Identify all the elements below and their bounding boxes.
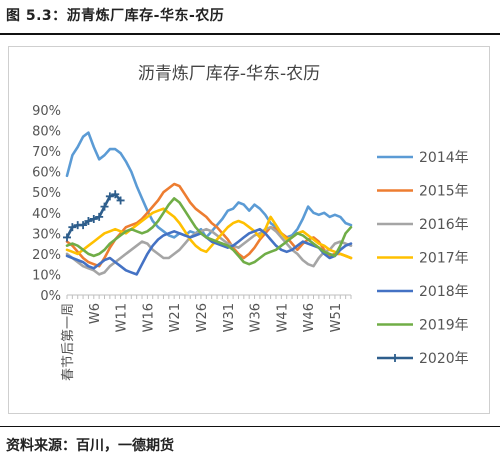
series-point-2020年: [68, 223, 77, 232]
series-point-2020年: [79, 221, 88, 230]
series-point-2020年: [116, 196, 125, 205]
series-line-2014年: [65, 131, 353, 239]
legend-label: 2014年: [419, 150, 469, 166]
x-tick-label: W36: [249, 303, 264, 332]
chart-title: 沥青炼厂库存-华东-农历: [138, 64, 320, 84]
x-tick-label: W11: [115, 303, 130, 332]
series-point-2020年: [105, 192, 114, 201]
y-tick-label: 80%: [32, 125, 61, 140]
x-tick-label: W21: [168, 303, 183, 332]
legend-label: 2015年: [419, 184, 469, 200]
source-rule: [0, 426, 500, 427]
x-tick-label: W41: [275, 303, 290, 332]
series-line-2017年: [65, 207, 353, 260]
series-line-2019年: [65, 197, 353, 266]
chart-frame: 沥青炼厂库存-华东-农历 0% 10% 20% 30% 40% 50% 60% 70% 80% 9…: [8, 46, 490, 414]
x-tick-label: W6: [88, 303, 103, 324]
x-tick-label: W46: [302, 303, 317, 332]
line-chart: 沥青炼厂库存-华东-农历 0% 10% 20% 30% 40% 50% 60% 70% 80% 9…: [32, 64, 469, 381]
source-note: 资料来源：百川，一德期货: [6, 438, 174, 454]
y-tick-label: 0%: [40, 289, 61, 304]
series-point-2020年: [63, 233, 71, 242]
series-point-2020年: [95, 212, 104, 221]
figure-caption: 图 5.3：沥青炼厂库存-华东-农历: [6, 8, 225, 24]
y-tick-label: 50%: [32, 186, 61, 201]
legend-label: 2017年: [419, 251, 469, 267]
y-tick-label: 20%: [32, 248, 61, 263]
series-point-2020年: [100, 202, 109, 211]
legend-label: 2016年: [419, 217, 469, 233]
legend-marker-2020年: [391, 354, 399, 362]
series-point-2020年: [89, 214, 98, 223]
x-tick-label: W26: [195, 303, 210, 332]
x-tick-label: W16: [141, 303, 156, 332]
y-tick-label: 70%: [32, 145, 61, 160]
y-tick-label: 30%: [32, 227, 61, 242]
y-tick-label: 10%: [32, 268, 61, 283]
x-tick-label: W51: [329, 303, 344, 332]
series-layer: [63, 131, 353, 276]
x-tick-label: W31: [222, 303, 237, 332]
legend-label: 2019年: [419, 318, 469, 334]
series-point-2020年: [111, 190, 120, 199]
legend: 2014年 2015年 2016年 2017年 2018年 2019年 2020年: [377, 150, 469, 367]
y-tick-label: 60%: [32, 166, 61, 181]
y-tick-label: 40%: [32, 207, 61, 222]
x-axis-label: 春节后第一周: [61, 303, 76, 381]
y-tick-label: 90%: [32, 104, 61, 119]
legend-label: 2018年: [419, 284, 469, 300]
legend-label: 2020年: [419, 351, 469, 367]
caption-rule: [0, 33, 500, 35]
series-point-2020年: [84, 217, 93, 225]
axes: 0% 10% 20% 30% 40% 50% 60% 70% 80% 90% W6 W11 W16 W21…: [32, 104, 352, 381]
